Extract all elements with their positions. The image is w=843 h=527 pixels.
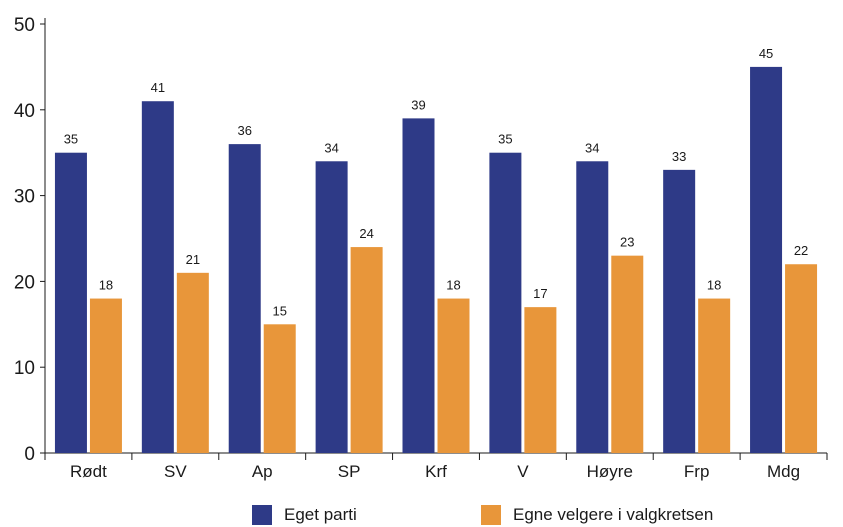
- bar-value-label: 33: [672, 149, 686, 164]
- x-tick-label: Ap: [252, 462, 273, 481]
- bar-series-2: [351, 247, 383, 453]
- x-tick-label: SP: [338, 462, 361, 481]
- bar-value-label: 21: [186, 252, 200, 267]
- x-tick-label: V: [517, 462, 529, 481]
- bar-value-label: 18: [707, 278, 721, 293]
- y-tick-label: 20: [14, 272, 35, 293]
- bar-series-1: [142, 101, 174, 453]
- bar-series-2: [785, 264, 817, 453]
- bar-value-label: 34: [585, 140, 599, 155]
- bar-value-label: 15: [272, 303, 286, 318]
- legend-item-series-1: Eget parti: [252, 505, 357, 525]
- legend-label-series-1: Eget parti: [284, 505, 357, 525]
- bar-series-2: [524, 307, 556, 453]
- bar-value-label: 36: [237, 123, 251, 138]
- bar-series-1: [229, 144, 261, 453]
- bar-value-label: 23: [620, 235, 634, 250]
- bar-value-label: 41: [151, 80, 165, 95]
- bar-value-label: 39: [411, 97, 425, 112]
- x-tick-label: Rødt: [70, 462, 107, 481]
- legend-swatch-series-1: [252, 505, 272, 525]
- bar-series-1: [55, 153, 87, 453]
- y-tick-label: 40: [14, 101, 35, 122]
- x-tick-label: Mdg: [767, 462, 800, 481]
- chart-data-labels: 35 41 36 34 39 35 34 33 45 18 21 15 24 18 17 23 18 22: [64, 46, 809, 318]
- x-tick-label: Frp: [684, 462, 710, 481]
- chart-bars: [55, 67, 817, 453]
- bar-value-label: 17: [533, 286, 547, 301]
- bar-value-label: 18: [446, 278, 460, 293]
- bar-value-label: 22: [794, 243, 808, 258]
- bar-value-label: 34: [324, 140, 338, 155]
- x-tick-label: Høyre: [587, 462, 633, 481]
- bar-series-1: [576, 161, 608, 453]
- bar-series-1: [663, 170, 695, 453]
- bar-series-1: [403, 118, 435, 453]
- bar-series-2: [438, 299, 470, 453]
- legend-item-series-2: Egne velgere i valgkretsen: [481, 505, 713, 525]
- bar-series-2: [177, 273, 209, 453]
- y-tick-label: 0: [24, 444, 35, 465]
- bar-series-2: [611, 256, 643, 453]
- bar-series-2: [698, 299, 730, 453]
- bar-value-label: 35: [64, 132, 78, 147]
- legend-swatch-series-2: [481, 505, 501, 525]
- bar-chart: 0 10 20 30 40 50 Rødt SV Ap SP Krf V Høyre Frp Mdg 35 4…: [0, 0, 843, 505]
- bar-series-1: [316, 161, 348, 453]
- x-tick-label: Krf: [425, 462, 447, 481]
- bar-value-label: 24: [359, 226, 373, 241]
- bar-series-1: [750, 67, 782, 453]
- y-tick-label: 30: [14, 187, 35, 208]
- y-tick-label: 50: [14, 15, 35, 36]
- bar-value-label: 45: [759, 46, 773, 61]
- bar-series-1: [489, 153, 521, 453]
- chart-legend: Eget parti Egne velgere i valgkretsen: [0, 505, 843, 527]
- bar-series-2: [264, 324, 296, 453]
- bar-value-label: 18: [99, 278, 113, 293]
- legend-label-series-2: Egne velgere i valgkretsen: [513, 505, 713, 525]
- x-tick-label: SV: [164, 462, 187, 481]
- bar-series-2: [90, 299, 122, 453]
- bar-value-label: 35: [498, 132, 512, 147]
- y-tick-label: 10: [14, 358, 35, 379]
